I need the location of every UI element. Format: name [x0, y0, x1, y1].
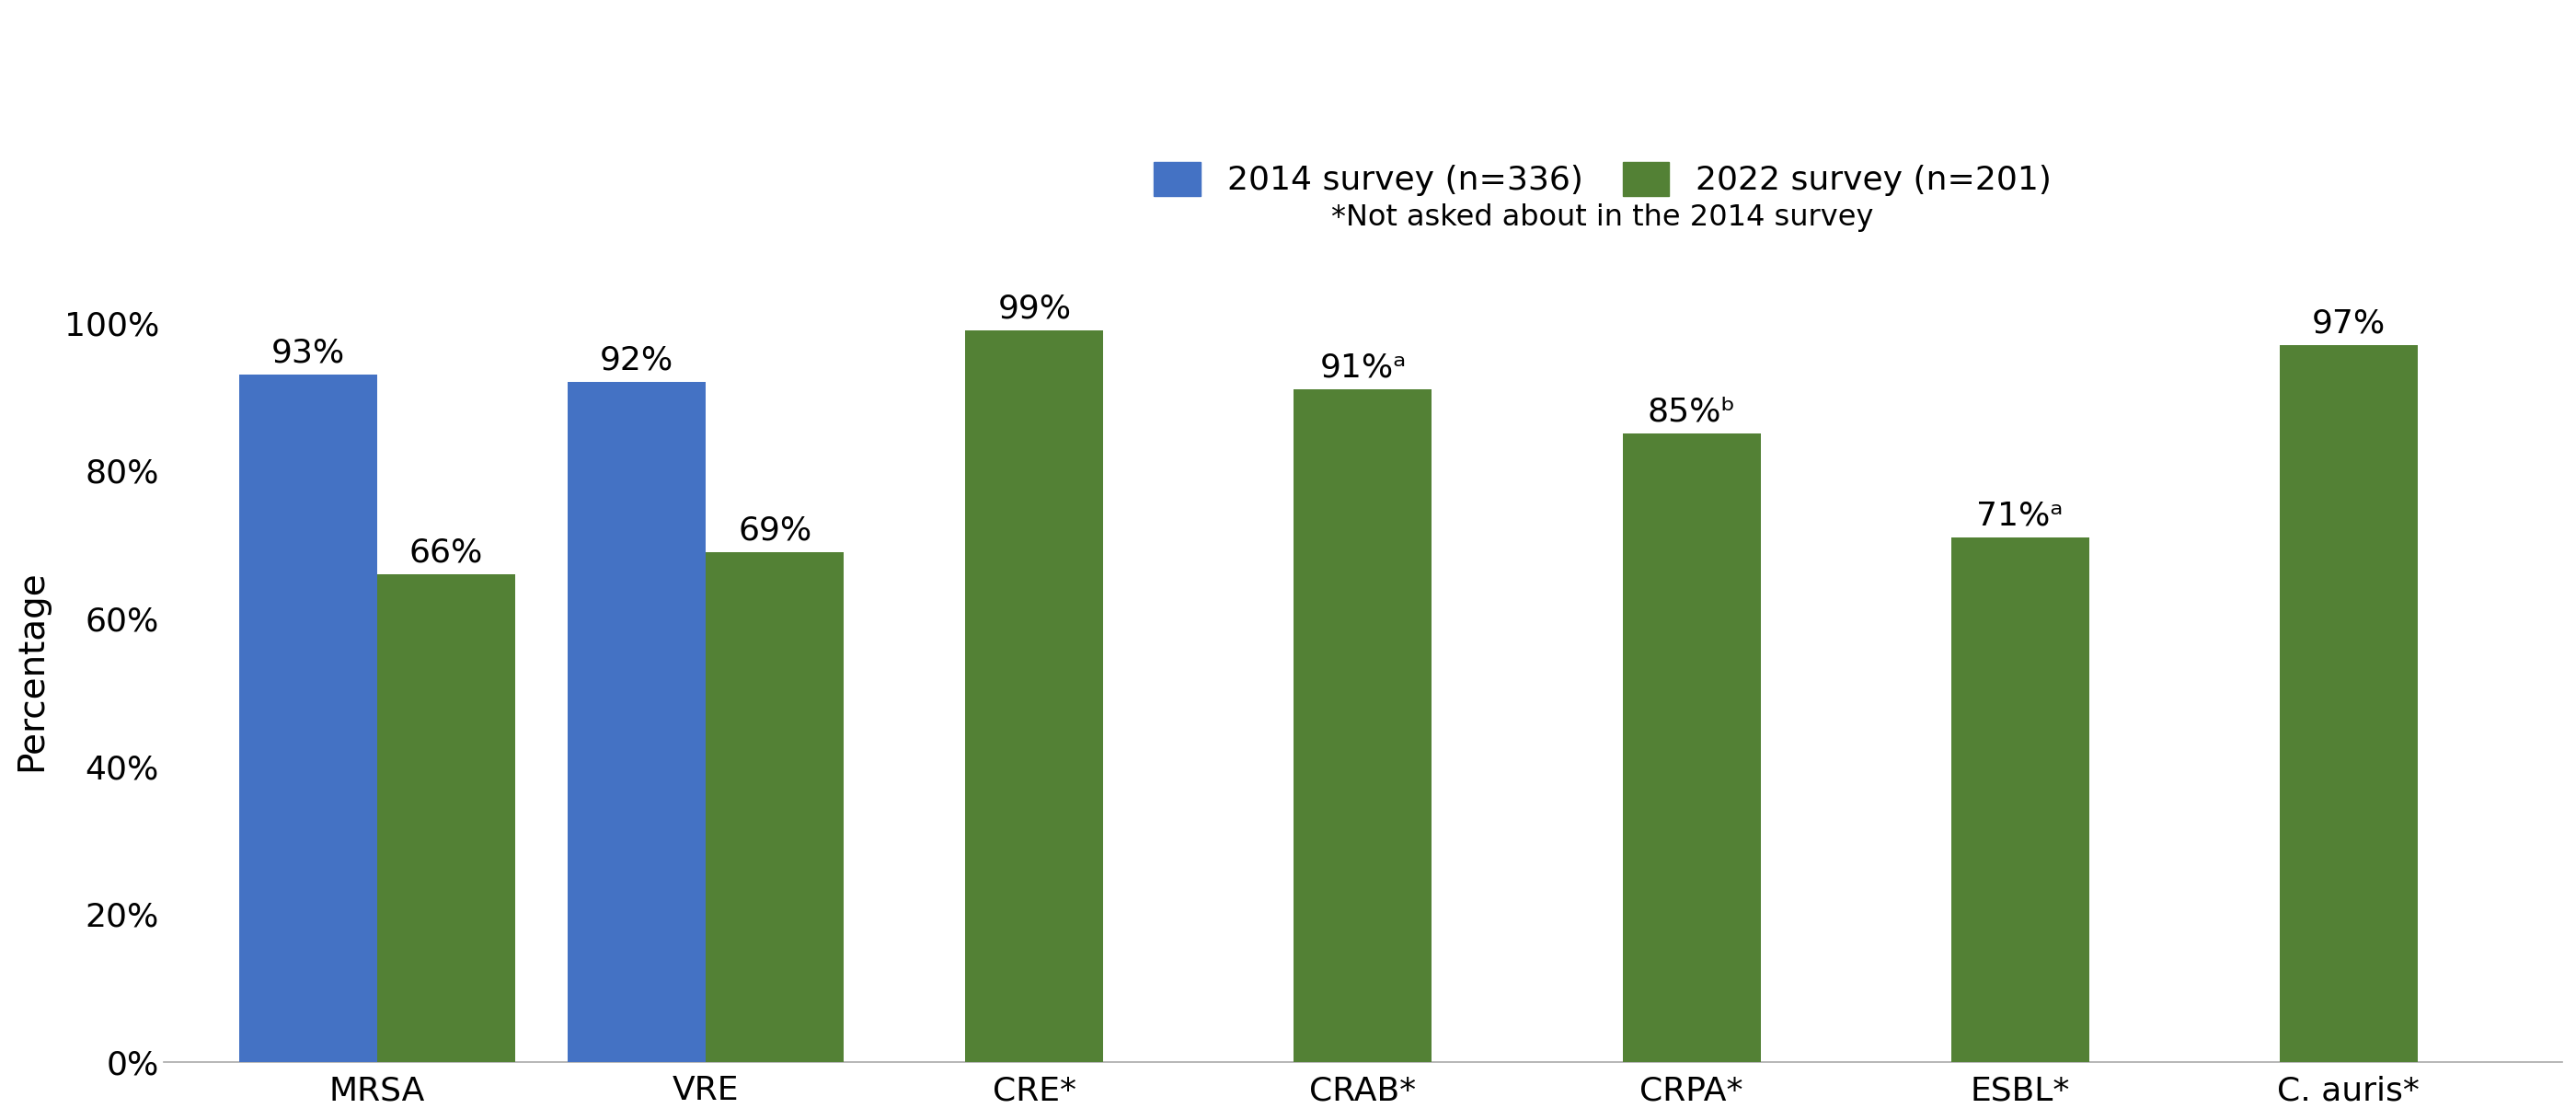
Text: 97%: 97%	[2311, 308, 2385, 339]
Bar	[1293, 389, 1432, 1062]
Text: 93%: 93%	[270, 337, 345, 368]
Text: 85%ᵇ: 85%ᵇ	[1646, 396, 1736, 428]
Text: 69%: 69%	[737, 514, 811, 545]
Text: 91%ᵃ: 91%ᵃ	[1319, 352, 1406, 383]
Bar	[567, 382, 706, 1062]
Text: *Not asked about in the 2014 survey: *Not asked about in the 2014 survey	[1332, 204, 1873, 232]
Bar	[2280, 345, 2419, 1062]
Text: 92%: 92%	[600, 345, 675, 376]
Bar	[1950, 538, 2089, 1062]
Bar	[966, 330, 1103, 1062]
Bar	[706, 552, 845, 1062]
Bar	[376, 575, 515, 1062]
Text: 66%: 66%	[410, 536, 484, 568]
Bar	[240, 374, 376, 1062]
Bar	[1623, 433, 1759, 1062]
Y-axis label: Percentage: Percentage	[13, 569, 49, 771]
Legend: 2014 survey (n=336), 2022 survey (n=201): 2014 survey (n=336), 2022 survey (n=201)	[1154, 161, 2050, 196]
Text: 99%: 99%	[997, 292, 1072, 324]
Text: 71%ᵃ: 71%ᵃ	[1976, 500, 2063, 531]
